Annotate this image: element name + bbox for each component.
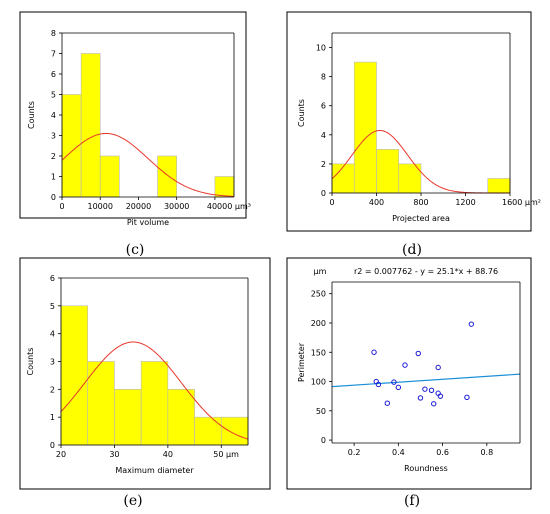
scatter-point xyxy=(371,349,377,355)
regression-line xyxy=(331,373,521,388)
x-tick-label: 10000 xyxy=(87,202,112,211)
scatter-point xyxy=(437,393,444,399)
x-tick-label: 40000 µm³ xyxy=(207,202,251,211)
x-tick-label: 30000 xyxy=(164,202,189,211)
x-tick-label: 40 xyxy=(163,450,173,459)
panel-caption: (e) xyxy=(123,493,142,509)
scatter-point xyxy=(384,400,390,406)
panel-frame xyxy=(19,11,247,219)
histogram-bar xyxy=(140,361,169,446)
histogram-bar xyxy=(167,389,195,446)
y-tick-label: 2 xyxy=(321,160,326,169)
y-tick-label: 100 xyxy=(311,378,326,387)
y-tick-label: 4 xyxy=(51,111,56,120)
scatter-point xyxy=(464,394,470,401)
x-tick-label: 0 xyxy=(59,202,64,211)
x-tick-label: 800 xyxy=(413,198,428,207)
histogram-bar xyxy=(99,155,120,198)
y-tick-label: 8 xyxy=(321,73,326,82)
x-tick-label: 1600 µm² xyxy=(502,198,541,207)
y-tick-label: 4 xyxy=(321,131,326,140)
y-tick-label: 1 xyxy=(51,173,56,182)
histogram-bar xyxy=(87,361,115,446)
scatter-point xyxy=(417,395,424,401)
x-axis-label: Roundness xyxy=(404,464,448,473)
panel-frame xyxy=(286,257,532,490)
y-axis-unit: µm xyxy=(314,267,327,276)
y-axis-label: Counts xyxy=(26,348,35,376)
scatter-point xyxy=(428,387,435,394)
panel-frame xyxy=(286,11,532,232)
histogram-bar xyxy=(353,61,377,194)
y-tick-label: 3 xyxy=(50,358,55,367)
x-tick-label: 0.6 xyxy=(436,448,449,457)
x-axis-label: Maximum diameter xyxy=(115,466,194,475)
x-axis-label: Pit volume xyxy=(127,218,169,227)
scatter-point xyxy=(375,381,382,388)
histogram-bar xyxy=(487,178,511,194)
scatter-point xyxy=(435,364,441,371)
y-tick-label: 150 xyxy=(311,348,326,357)
panel-caption: (f) xyxy=(404,493,420,509)
x-tick-label: 1200 xyxy=(455,198,475,207)
normal-fit-curve xyxy=(61,132,235,197)
y-tick-label: 7 xyxy=(51,50,56,59)
y-tick-label: 5 xyxy=(51,91,56,100)
y-tick-label: 5 xyxy=(50,302,55,311)
panel-frame xyxy=(19,257,271,490)
x-tick-label: 20000 xyxy=(126,202,151,211)
scatter-point xyxy=(402,362,408,368)
normal-fit-curve xyxy=(60,341,249,440)
histogram-bar xyxy=(114,389,142,446)
y-axis-label: Perimeter xyxy=(297,342,306,382)
x-tick-label: 50 µm xyxy=(213,450,239,459)
y-tick-label: 2 xyxy=(50,385,55,394)
y-tick-label: 4 xyxy=(50,330,55,339)
histogram-bar xyxy=(80,53,101,198)
y-axis-label: Counts xyxy=(297,99,306,127)
y-axis-label: Counts xyxy=(27,101,36,129)
y-tick-label: 3 xyxy=(51,132,56,141)
y-tick-label: 0 xyxy=(50,441,55,450)
x-tick-label: 0.2 xyxy=(348,448,361,457)
histogram-bar xyxy=(194,416,222,446)
histogram-bar xyxy=(214,176,235,198)
y-tick-label: 6 xyxy=(50,274,55,283)
y-tick-label: 0 xyxy=(321,189,326,198)
y-tick-label: 1 xyxy=(50,413,55,422)
x-tick-label: 0 xyxy=(329,198,334,207)
x-tick-label: 0.8 xyxy=(480,448,493,457)
y-tick-label: 6 xyxy=(321,102,326,111)
histogram-bar xyxy=(60,305,89,446)
histogram-bar xyxy=(220,416,249,446)
y-tick-label: 6 xyxy=(51,70,56,79)
histogram-bar xyxy=(331,163,355,194)
scatter-point xyxy=(391,379,397,385)
histogram-bar xyxy=(376,149,400,194)
scatter-point xyxy=(395,384,402,391)
y-tick-label: 250 xyxy=(311,290,326,299)
y-tick-label: 0 xyxy=(321,436,326,445)
scatter-point xyxy=(431,401,437,407)
y-tick-label: 10 xyxy=(316,44,326,53)
x-tick-label: 400 xyxy=(369,198,384,207)
y-tick-label: 50 xyxy=(316,407,326,416)
scatter-point xyxy=(422,386,428,392)
panel-caption: (c) xyxy=(126,242,145,258)
panel-caption: (d) xyxy=(402,242,422,258)
x-tick-label: 0.4 xyxy=(392,448,405,457)
regression-equation: r2 = 0.007762 - y = 25.1*x + 88.76 xyxy=(354,267,498,276)
y-tick-label: 2 xyxy=(51,152,56,161)
y-tick-label: 200 xyxy=(311,319,326,328)
y-tick-label: 0 xyxy=(51,193,56,202)
scatter-point xyxy=(468,321,475,327)
scatter-point xyxy=(415,350,421,357)
x-tick-label: 20 xyxy=(56,450,66,459)
x-tick-label: 30 xyxy=(109,450,119,459)
x-axis-label: Projected area xyxy=(392,214,450,223)
histogram-bar xyxy=(157,155,177,198)
y-tick-label: 8 xyxy=(51,29,56,38)
